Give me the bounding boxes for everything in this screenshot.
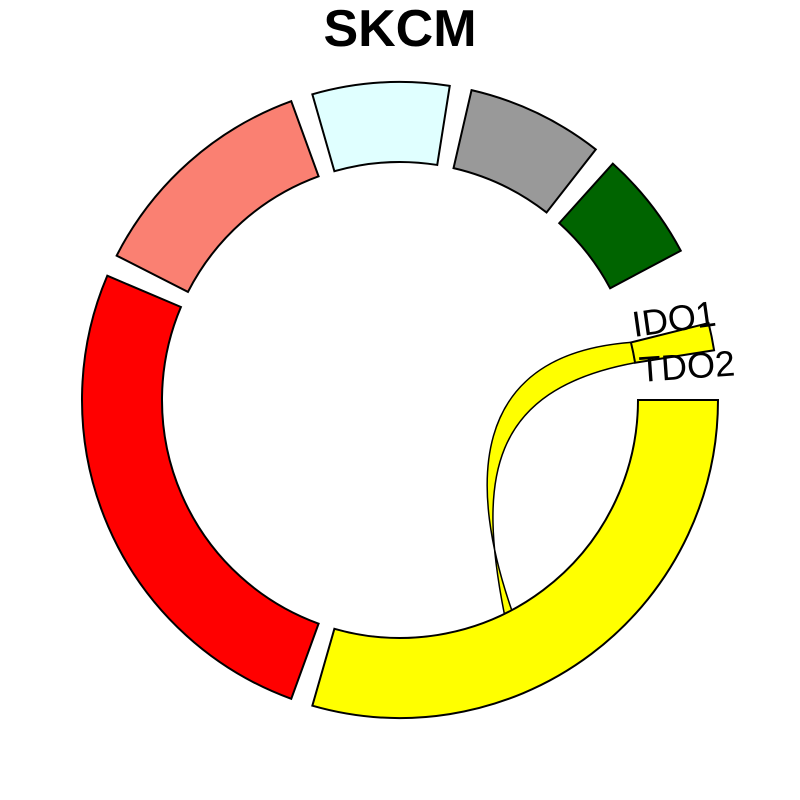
label-tdo2: TDO2 [638, 342, 737, 390]
diagram-title: SKCM [323, 0, 476, 58]
segment-lightcyan [311, 81, 451, 173]
segment-salmon [115, 99, 320, 294]
segment-ido1 [629, 321, 716, 364]
segment-gray [452, 88, 598, 214]
segment-red [81, 274, 320, 701]
segment-tdo2 [311, 399, 720, 719]
segment-darkgreen [557, 162, 683, 290]
